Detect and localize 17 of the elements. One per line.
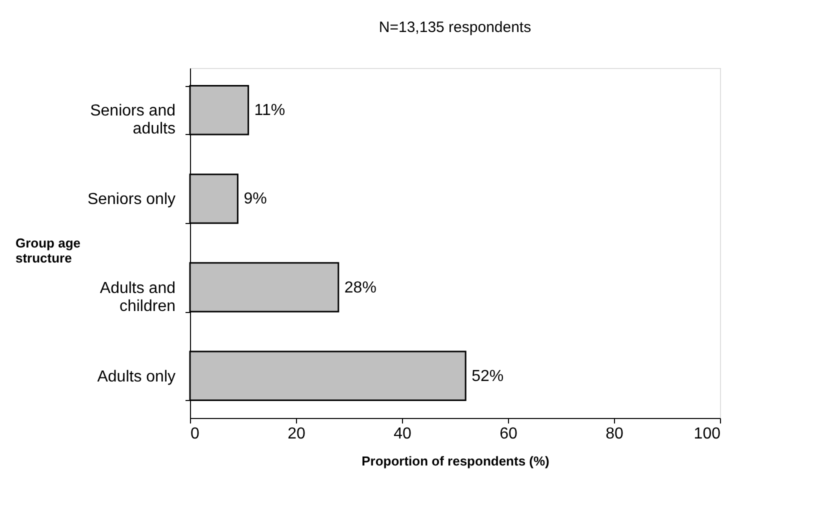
data-label: 28% <box>344 279 376 296</box>
x-tick-label: 40 <box>394 426 412 442</box>
data-label: 9% <box>244 190 267 208</box>
y-tick-label: Seniors and adults <box>90 102 176 138</box>
y-axis-title: Group age structure <box>16 236 81 266</box>
x-tick-label: 80 <box>606 426 624 442</box>
y-tick-label: Seniors only <box>87 191 176 208</box>
x-axis-title: Proportion of respondents (%) <box>362 454 550 468</box>
data-label: 52% <box>472 368 504 385</box>
x-tick-label: 0 <box>190 426 200 442</box>
x-tick-label: 20 <box>288 426 306 442</box>
data-label: 11% <box>254 102 286 120</box>
chart-title: N=13,135 respondents <box>378 19 532 36</box>
x-tick-label: 100 <box>694 426 721 442</box>
y-tick-label: Adults and children <box>100 280 176 315</box>
x-tick-label: 60 <box>500 426 518 442</box>
y-tick-label: Adults only <box>97 368 176 386</box>
